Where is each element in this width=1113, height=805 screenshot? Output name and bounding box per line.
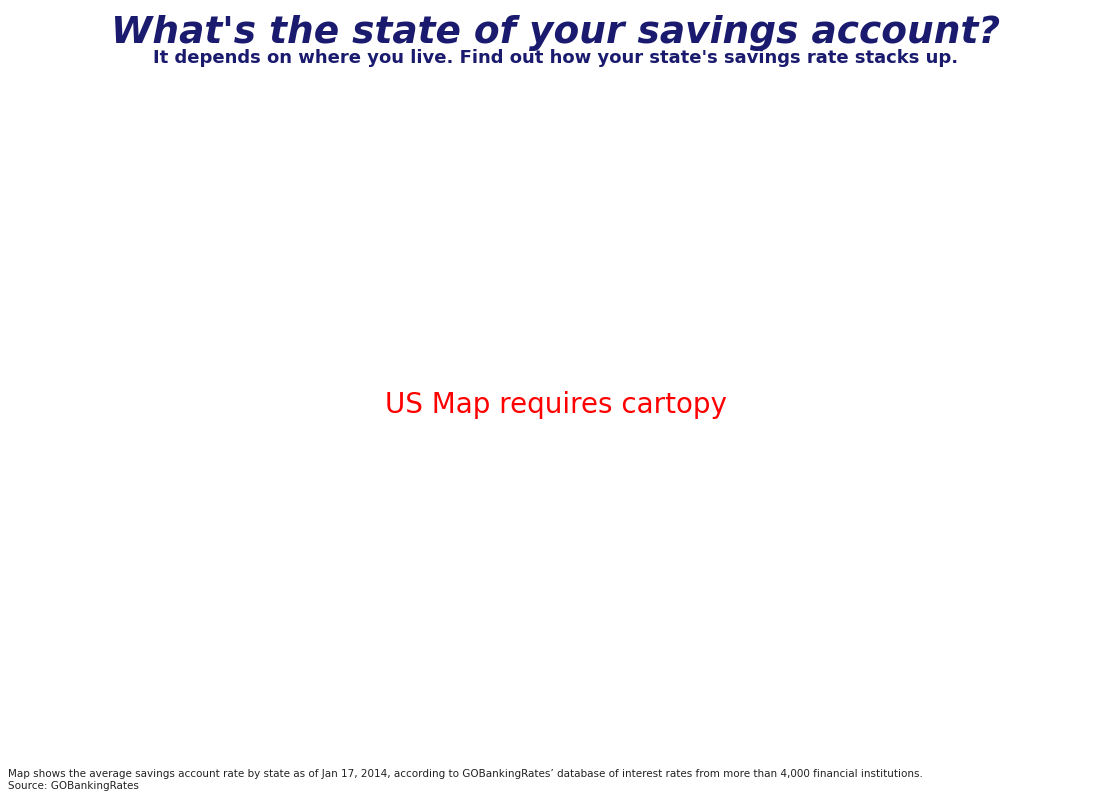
Text: US Map requires cartopy: US Map requires cartopy xyxy=(385,391,727,419)
Text: Map shows the average savings account rate by state as of Jan 17, 2014, accordin: Map shows the average savings account ra… xyxy=(8,770,923,791)
Text: It depends on where you live. Find out how your state's savings rate stacks up.: It depends on where you live. Find out h… xyxy=(154,49,958,67)
Text: What's the state of your savings account?: What's the state of your savings account… xyxy=(111,15,1001,51)
